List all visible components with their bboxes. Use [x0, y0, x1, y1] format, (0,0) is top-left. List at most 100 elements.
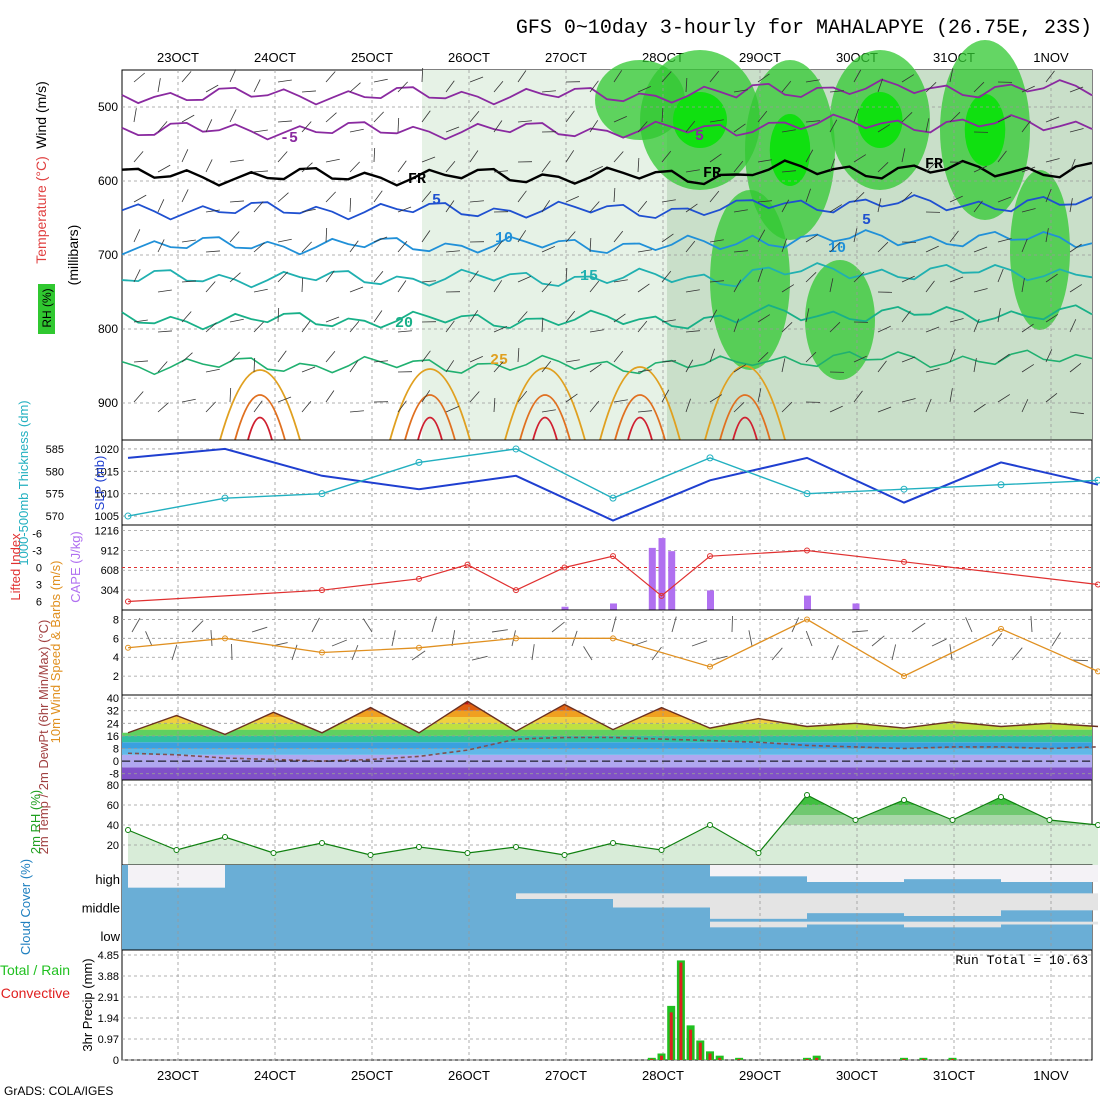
- wind-barb: [973, 165, 987, 173]
- rh2m-label: 2m RH (%): [28, 790, 43, 854]
- wind-tick-label: 2: [113, 671, 119, 683]
- wind-barb: [517, 311, 528, 323]
- isotherm-line: [121, 304, 1093, 331]
- wind-barb: [517, 120, 532, 123]
- wind-barb: [349, 161, 360, 173]
- wind-barb: [181, 352, 193, 363]
- precip-convective-bar: [708, 1053, 712, 1060]
- wind-barb: [301, 162, 313, 173]
- wind-barb: [733, 250, 748, 253]
- bottom-date-label: 31OCT: [933, 1068, 975, 1083]
- wind-barb: [277, 350, 287, 363]
- precip-convective-bar: [660, 1055, 663, 1060]
- wind-barb: [157, 199, 165, 213]
- wind-barb: [997, 308, 1001, 323]
- wind-barb: [301, 241, 312, 253]
- precip-tick-label: 4.85: [98, 950, 119, 962]
- wind-barb: [997, 196, 1012, 203]
- lifted-index-point: [125, 598, 131, 605]
- wind-barb: [1051, 632, 1061, 647]
- wind-barb: [349, 197, 352, 213]
- cape-tick-label: 608: [101, 565, 119, 577]
- wind-barb: [421, 67, 424, 83]
- precip-tick-label: 1.94: [98, 1013, 119, 1025]
- temperature-tick-label: 24: [107, 718, 119, 730]
- warm-isotherm: [417, 416, 443, 441]
- rh-very-moist-area: [673, 92, 727, 148]
- run-total-label: Run Total = 10.63: [955, 953, 1088, 968]
- wind-barb: [733, 160, 744, 173]
- wind-barb: [1021, 85, 1035, 93]
- cloud-cover-label: Cloud Cover (%): [18, 859, 33, 955]
- wind-speed-point: [707, 663, 713, 670]
- wind-speed-point: [901, 673, 907, 680]
- cloud-clear-block: [710, 893, 807, 919]
- wind-barb: [661, 319, 676, 323]
- wind-barb: [781, 322, 793, 333]
- wind-barb: [541, 281, 552, 293]
- warm-isotherm: [704, 365, 786, 441]
- wind-barb: [277, 151, 288, 163]
- wind-barb: [351, 644, 359, 661]
- wind-barb: [157, 164, 171, 173]
- wind-barb: [301, 208, 316, 213]
- top-date-label: 23OCT: [157, 50, 199, 65]
- cloud-clear-block: [710, 921, 807, 928]
- wind-barb: [925, 118, 930, 133]
- wind-barb: [325, 390, 335, 403]
- wind-barb: [709, 119, 724, 123]
- wind-barb: [1021, 399, 1029, 413]
- wind-barb: [229, 318, 244, 323]
- warm-isotherm: [732, 416, 758, 441]
- wind-barb: [181, 71, 192, 83]
- temperature-tick-label: 40: [107, 693, 119, 705]
- wind-speed-point: [1095, 668, 1100, 675]
- wind-barb: [589, 280, 600, 293]
- wind-barb: [589, 363, 602, 373]
- precip-convective-bar: [921, 1058, 925, 1060]
- wind-barb: [565, 195, 579, 203]
- bottom-date-label: 1NOV: [1033, 1068, 1069, 1083]
- wind-barb: [613, 151, 624, 163]
- lifted-index-tick-label: -3: [32, 546, 42, 558]
- rh-very-moist-area: [769, 114, 811, 186]
- wind-barb: [637, 320, 648, 333]
- temperature-tick-label: 32: [107, 706, 119, 718]
- wind-barb: [491, 629, 508, 633]
- wind-barb: [637, 283, 650, 293]
- upper-air-panel: 500600700800900-55FRFRFR551010152025(mil…: [33, 40, 1093, 441]
- wind-barb: [349, 360, 359, 373]
- wind-speed-point: [125, 644, 131, 651]
- precip-panel: 0 0.97 1.94 2.91 3.88 4.85 Run Total = 10.63 3h…: [0, 949, 1093, 1067]
- wind-barb: [349, 320, 360, 333]
- isotherm-line: [121, 194, 1093, 221]
- precip-total-bar: [812, 1055, 821, 1060]
- wind-barb: [925, 245, 939, 253]
- wind-barb: [853, 228, 858, 243]
- wind-barb: [1069, 198, 1073, 213]
- lifted-index-tick-label: -6: [32, 529, 42, 541]
- temperature-tick-label: 8: [113, 744, 119, 756]
- wind-barb: [997, 268, 1004, 283]
- wind-barb: [1045, 116, 1060, 123]
- wind-barb: [611, 616, 617, 633]
- wind-barb: [145, 631, 153, 647]
- wind-barb: [301, 320, 311, 333]
- wind-barb: [301, 366, 316, 373]
- cloud-clear-block: [613, 893, 710, 908]
- wind-barb: [877, 360, 887, 373]
- wind-tick-label: 8: [113, 614, 119, 626]
- wind-barb: [331, 639, 348, 647]
- wind-barb: [589, 165, 603, 173]
- temperature-label: Temperature (°C): [33, 156, 49, 264]
- precip-tick-label: 0.97: [98, 1034, 119, 1046]
- wind-barb: [229, 200, 244, 203]
- wind-barb: [853, 108, 859, 123]
- wind-barb: [133, 391, 144, 403]
- wind-barb: [133, 194, 147, 203]
- wind-barb: [691, 640, 708, 647]
- wind-barb: [277, 120, 292, 123]
- lifted-index-point: [416, 575, 422, 582]
- wind-barb: [781, 129, 796, 133]
- temperature-tick-label: 16: [107, 731, 119, 743]
